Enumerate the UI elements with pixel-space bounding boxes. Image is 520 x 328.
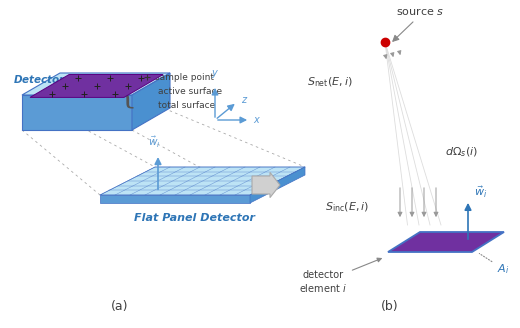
Polygon shape xyxy=(388,232,504,252)
Text: total surface: total surface xyxy=(158,101,215,111)
Text: (a): (a) xyxy=(111,300,129,313)
Text: $z$: $z$ xyxy=(241,95,249,105)
Text: $\vec{w}_i$: $\vec{w}_i$ xyxy=(474,184,487,200)
Text: Flat Panel Detector: Flat Panel Detector xyxy=(135,213,255,223)
Text: (b): (b) xyxy=(381,300,399,313)
Text: $S_{\rm inc}(E,i)$: $S_{\rm inc}(E,i)$ xyxy=(325,200,369,214)
Polygon shape xyxy=(22,73,170,95)
Polygon shape xyxy=(100,167,305,195)
Text: Detector cell $i$: Detector cell $i$ xyxy=(14,73,97,85)
Text: $y$: $y$ xyxy=(211,68,219,80)
Polygon shape xyxy=(132,73,170,130)
Polygon shape xyxy=(250,167,305,203)
Text: $d\Omega_s(i)$: $d\Omega_s(i)$ xyxy=(445,145,478,159)
Bar xyxy=(145,102,154,110)
Text: $x$: $x$ xyxy=(253,115,261,125)
Text: $\vec{w}_i$: $\vec{w}_i$ xyxy=(148,135,160,150)
FancyArrow shape xyxy=(252,173,280,197)
Text: source $s$: source $s$ xyxy=(396,6,444,17)
Text: $A_i$: $A_i$ xyxy=(479,254,509,276)
Text: active surface: active surface xyxy=(158,88,222,96)
Polygon shape xyxy=(22,95,132,130)
Polygon shape xyxy=(30,74,163,97)
Bar xyxy=(145,88,154,96)
Polygon shape xyxy=(100,195,250,203)
Text: detector
element $i$: detector element $i$ xyxy=(299,258,381,294)
Text: $S_{\rm net}(E,i)$: $S_{\rm net}(E,i)$ xyxy=(307,75,353,89)
Text: {: { xyxy=(118,78,137,110)
Text: sample point: sample point xyxy=(155,72,214,81)
